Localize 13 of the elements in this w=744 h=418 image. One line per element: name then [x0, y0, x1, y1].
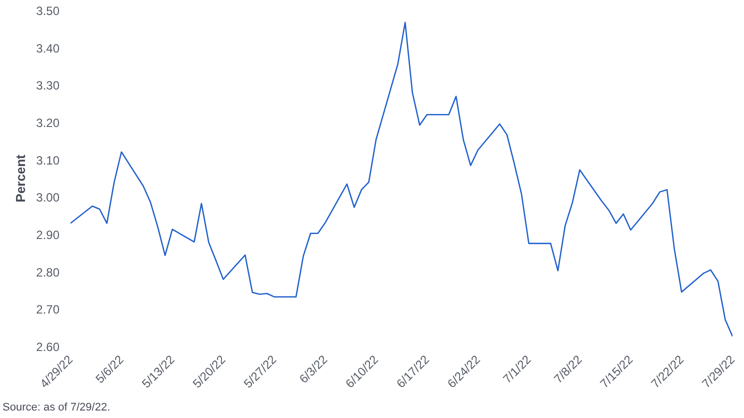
y-axis-title: Percent: [13, 154, 28, 202]
line-series: [70, 22, 732, 338]
y-tick-label: 3.20: [36, 116, 60, 130]
y-tick-label: 2.60: [36, 340, 60, 354]
y-tick-label: 3.10: [36, 153, 60, 168]
y-tick-label: 2.90: [36, 228, 60, 242]
y-tick-label: 3.40: [36, 41, 60, 56]
y-tick-label: 3.30: [36, 78, 60, 93]
y-tick-label: 2.70: [36, 302, 60, 317]
y-tick-label: 3.50: [36, 4, 60, 18]
y-tick-label: 2.80: [36, 265, 60, 280]
y-tick-label: 3.00: [36, 190, 60, 205]
source-note: Source: as of 7/29/22.: [2, 402, 110, 414]
